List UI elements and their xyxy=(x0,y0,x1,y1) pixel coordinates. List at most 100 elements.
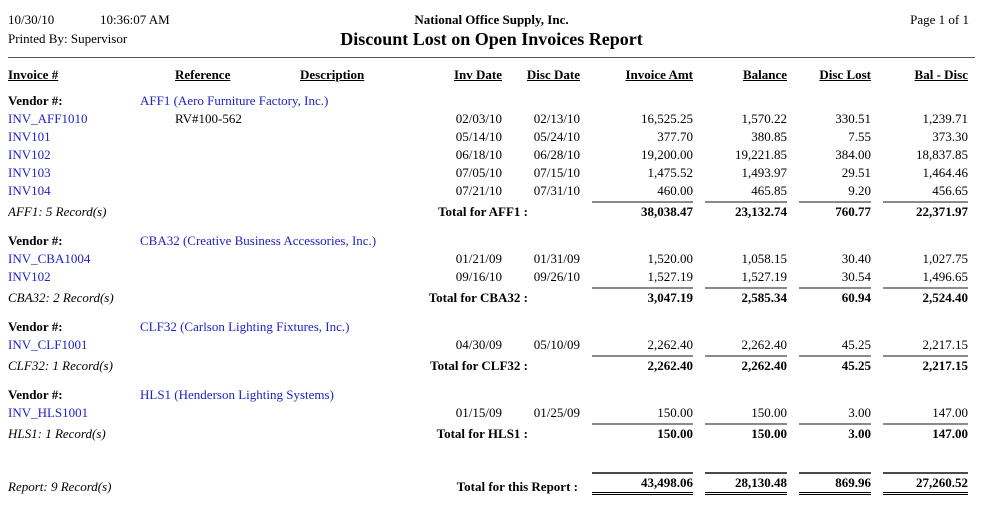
cell-balance: 150.00 xyxy=(751,405,787,420)
total-value-disc_lost: 869.96 xyxy=(799,472,871,495)
section-spacer xyxy=(8,375,968,386)
invoice-row: INV103 07/05/10 07/15/10 1,475.52 1,493.97 29… xyxy=(8,164,968,182)
page-number: Page 1 of 1 xyxy=(910,12,969,27)
vendor-name[interactable]: CBA32 (Creative Business Accessories, In… xyxy=(140,233,377,248)
cell-disc-lost: 9.20 xyxy=(848,183,871,198)
cell-invoice-number[interactable]: INV_CLF1001 xyxy=(8,337,88,352)
total-value-disc_lost: 3.00 xyxy=(799,423,871,442)
section-spacer xyxy=(8,221,968,232)
total-value-invoice_amt: 38,038.47 xyxy=(592,201,693,220)
invoice-row: INV102 09/16/10 09/26/10 1,527.19 1,527.19 30… xyxy=(8,268,968,286)
cell-description xyxy=(300,128,415,146)
col-header-disc-lost: Disc Lost xyxy=(819,67,871,82)
total-value-balance: 150.00 xyxy=(705,423,787,442)
total-value-invoice_amt: 150.00 xyxy=(592,423,693,442)
cell-reference xyxy=(175,128,300,146)
cell-description xyxy=(300,164,415,182)
vendor-total-row: AFF1: 5 Record(s) Total for AFF1 : 38,038.… xyxy=(8,200,968,221)
cell-balance: 465.85 xyxy=(751,183,787,198)
cell-inv-date: 06/18/10 xyxy=(455,147,502,162)
cell-disc-lost: 384.00 xyxy=(835,147,871,162)
section-spacer xyxy=(8,307,968,318)
invoice-row: INV102 06/18/10 06/28/10 19,200.00 19,221.85… xyxy=(8,146,968,164)
cell-disc-date: 09/26/10 xyxy=(533,269,580,284)
cell-reference xyxy=(175,250,300,268)
col-header-invoice: Invoice # xyxy=(8,67,59,82)
cell-invoice-number[interactable]: INV_HLS1001 xyxy=(8,405,89,420)
total-value-balance: 28,130.48 xyxy=(705,472,787,495)
cell-invoice-number[interactable]: INV104 xyxy=(8,183,51,198)
cell-bal-disc: 1,464.46 xyxy=(922,165,969,180)
total-label: Total for this Report : xyxy=(456,479,578,494)
cell-inv-date: 02/03/10 xyxy=(455,111,502,126)
col-header-disc-date: Disc Date xyxy=(526,67,580,82)
cell-disc-date: 07/31/10 xyxy=(533,183,580,198)
total-value-disc_lost: 760.77 xyxy=(799,201,871,220)
invoice-row: INV_CBA1004 01/21/09 01/31/09 1,520.00 1,058… xyxy=(8,250,968,268)
vendor-number-label: Vendor #: xyxy=(8,387,63,402)
cell-disc-lost: 29.51 xyxy=(841,165,871,180)
vendor-name[interactable]: HLS1 (Henderson Lighting Systems) xyxy=(140,387,334,402)
vendor-row: Vendor #: AFF1 (Aero Furniture Factory, I… xyxy=(8,92,968,110)
cell-description xyxy=(300,182,415,200)
invoice-row: INV_CLF1001 04/30/09 05/10/09 2,262.40 2,262… xyxy=(8,336,968,354)
total-value-invoice_amt: 2,262.40 xyxy=(592,355,693,374)
col-header-balance: Balance xyxy=(742,67,787,82)
total-value-bal_disc: 22,371.97 xyxy=(883,201,968,220)
cell-description xyxy=(300,146,415,164)
cell-balance: 19,221.85 xyxy=(735,147,787,162)
cell-invoice-number[interactable]: INV_AFF1010 xyxy=(8,111,88,126)
total-cell-bal_disc: 2,217.15 xyxy=(871,354,968,375)
invoice-row: INV101 05/14/10 05/24/10 377.70 380.85 7.55 37… xyxy=(8,128,968,146)
table-header-row: Invoice # Reference Description Inv Date… xyxy=(8,67,968,87)
vendor-row: Vendor #: HLS1 (Henderson Lighting System… xyxy=(8,386,968,404)
vendor-cell: Vendor #: HLS1 (Henderson Lighting System… xyxy=(8,386,968,404)
spacer-cell xyxy=(8,443,968,471)
cell-invoice-number[interactable]: INV_CBA1004 xyxy=(8,251,91,266)
cell-disc-date: 02/13/10 xyxy=(533,111,580,126)
total-value-bal_disc: 2,524.40 xyxy=(883,287,968,306)
cell-reference xyxy=(175,268,300,286)
section-spacer xyxy=(8,443,968,471)
cell-invoice-number[interactable]: INV102 xyxy=(8,147,51,162)
cell-disc-lost: 7.55 xyxy=(848,129,871,144)
cell-disc-lost: 45.25 xyxy=(841,337,871,352)
total-cell-invoice_amt: 38,038.47 xyxy=(580,200,693,221)
print-date: 10/30/10 xyxy=(8,12,55,27)
record-count: AFF1: 5 Record(s) xyxy=(8,204,107,219)
cell-reference xyxy=(175,404,300,422)
cell-bal-disc: 1,239.71 xyxy=(922,111,969,126)
report-table: Invoice # Reference Description Inv Date… xyxy=(8,67,968,496)
total-cell-disc_lost: 60.94 xyxy=(787,286,871,307)
col-header-invoice-amt: Invoice Amt xyxy=(625,67,693,82)
total-value-balance: 2,262.40 xyxy=(705,355,787,374)
cell-disc-date: 05/24/10 xyxy=(533,129,580,144)
cell-balance: 2,262.40 xyxy=(741,337,788,352)
vendor-row: Vendor #: CBA32 (Creative Business Access… xyxy=(8,232,968,250)
header-left: 10/30/10 10:36:07 AM Printed By: Supervi… xyxy=(8,12,238,47)
col-header-reference: Reference xyxy=(175,67,231,82)
cell-invoice-amt: 1,520.00 xyxy=(647,251,694,266)
cell-invoice-number[interactable]: INV103 xyxy=(8,165,51,180)
total-cell-balance: 2,585.34 xyxy=(693,286,787,307)
cell-inv-date: 01/15/09 xyxy=(455,405,502,420)
total-value-invoice_amt: 3,047.19 xyxy=(592,287,693,306)
cell-inv-date: 05/14/10 xyxy=(455,129,502,144)
cell-description xyxy=(300,336,415,354)
cell-invoice-number[interactable]: INV102 xyxy=(8,269,51,284)
total-label: Total for AFF1 : xyxy=(438,204,528,219)
record-count: HLS1: 1 Record(s) xyxy=(8,426,106,441)
cell-inv-date: 01/21/09 xyxy=(455,251,502,266)
total-cell-balance: 28,130.48 xyxy=(693,471,787,496)
report-total-row: Report: 9 Record(s) Total for this Report… xyxy=(8,471,968,496)
vendor-name[interactable]: AFF1 (Aero Furniture Factory, Inc.) xyxy=(140,93,329,108)
header-rule xyxy=(8,57,975,58)
cell-disc-lost: 30.54 xyxy=(841,269,871,284)
report-header: 10/30/10 10:36:07 AM Printed By: Supervi… xyxy=(8,12,975,50)
cell-description xyxy=(300,250,415,268)
col-header-inv-date: Inv Date xyxy=(453,67,502,82)
report-page: 10/30/10 10:36:07 AM Printed By: Supervi… xyxy=(8,12,975,496)
vendor-name[interactable]: CLF32 (Carlson Lighting Fixtures, Inc.) xyxy=(140,319,350,334)
cell-invoice-number[interactable]: INV101 xyxy=(8,129,51,144)
vendor-cell: Vendor #: CLF32 (Carlson Lighting Fixture… xyxy=(8,318,968,336)
